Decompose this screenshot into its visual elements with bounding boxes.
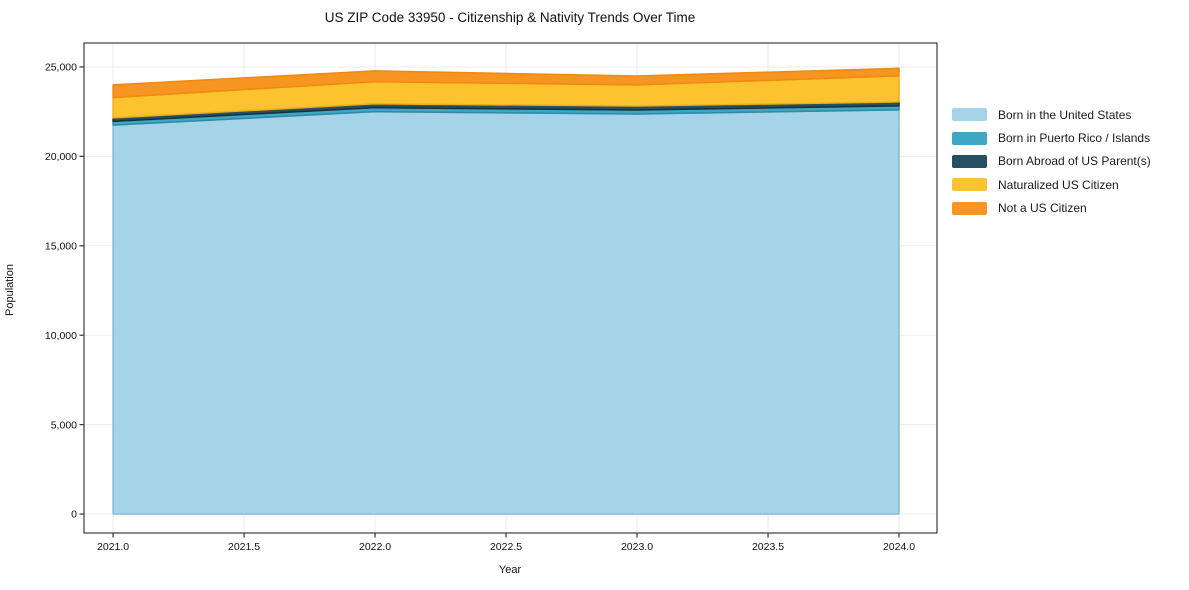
legend-swatch (952, 131, 987, 145)
legend-swatch (952, 154, 987, 168)
legend-item: Born Abroad of US Parent(s) (952, 150, 1151, 173)
axes-frame-layer (83, 42, 938, 534)
legend-label: Naturalized US Citizen (998, 177, 1119, 192)
legend-swatch (952, 178, 987, 192)
legend-label: Born in the United States (998, 107, 1132, 122)
x-tick-label: 2021.0 (97, 541, 129, 553)
tick-label-layer: 2021.0 2021.5 2022.0 2022.5 2023.0 2023.5 2024… (45, 62, 915, 553)
axes-frame (83, 42, 938, 534)
y-tick-label: 15,000 (45, 240, 77, 252)
area-series-layer (112, 67, 900, 515)
x-tick-label: 2024.0 (883, 541, 915, 553)
y-tick-label: 5,000 (51, 419, 77, 431)
y-axis-label: Population (4, 264, 16, 316)
legend-swatch (952, 108, 987, 122)
chart-title: US ZIP Code 33950 - Citizenship & Nativi… (325, 10, 695, 25)
legend-label: Not a US Citizen (998, 201, 1087, 216)
x-tick-label: 2021.5 (228, 541, 260, 553)
y-tick-label: 25,000 (45, 62, 77, 74)
chart-legend: Born in the United States Born in Puerto … (952, 103, 1151, 220)
x-tick-label: 2022.0 (359, 541, 391, 553)
x-tick-label: 2022.5 (490, 541, 522, 553)
x-axis-label: Year (499, 564, 522, 576)
legend-swatch (952, 201, 987, 215)
legend-label: Born in Puerto Rico / Islands (998, 131, 1151, 146)
tick-layer (79, 66, 900, 538)
area-series (112, 67, 900, 99)
legend-item: Not a US Citizen (952, 197, 1151, 220)
y-tick-label: 20,000 (45, 151, 77, 163)
legend-item: Born in the United States (952, 103, 1151, 126)
y-tick-label: 10,000 (45, 330, 77, 342)
x-tick-label: 2023.5 (752, 541, 784, 553)
y-tick-label: 0 (71, 509, 77, 521)
area-series (112, 109, 900, 515)
legend-item: Naturalized US Citizen (952, 173, 1151, 196)
legend-item: Born in Puerto Rico / Islands (952, 126, 1151, 149)
x-tick-label: 2023.0 (621, 541, 653, 553)
legend-label: Born Abroad of US Parent(s) (998, 154, 1151, 169)
